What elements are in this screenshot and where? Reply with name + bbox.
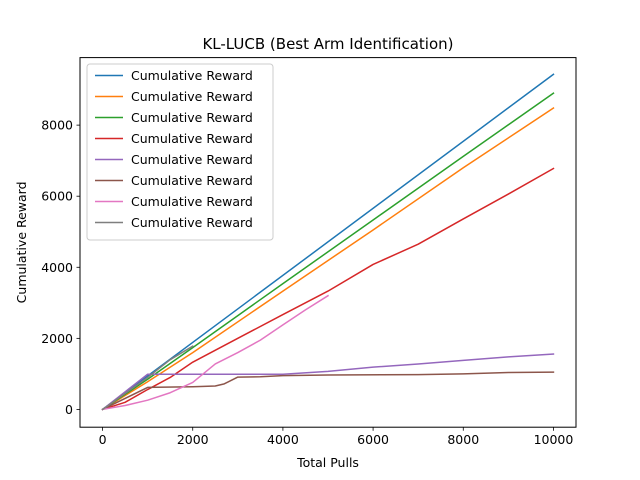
legend-label-8: Cumulative Reward <box>131 215 253 230</box>
y-tick-label: 8000 <box>41 118 73 133</box>
legend-label-7: Cumulative Reward <box>131 194 253 209</box>
y-axis-ticks: 0 2000 4000 6000 8000 <box>41 118 80 417</box>
series-line-1 <box>101 73 555 411</box>
series-lines <box>101 73 555 411</box>
series-line-4 <box>101 167 555 411</box>
legend-label-6: Cumulative Reward <box>131 173 253 188</box>
series-line-7 <box>101 294 330 411</box>
legend-box <box>86 63 274 241</box>
x-tick-label: 8000 <box>447 432 479 447</box>
x-tick-label: 10000 <box>534 432 574 447</box>
legend-label-1: Cumulative Reward <box>131 68 253 83</box>
y-axis-label: Cumulative Reward <box>14 181 29 303</box>
y-tick-label: 0 <box>65 402 73 417</box>
x-tick-label: 0 <box>99 432 107 447</box>
legend-label-5: Cumulative Reward <box>131 152 253 167</box>
series-line-6 <box>101 371 555 411</box>
series-line-5 <box>101 353 555 411</box>
y-tick-label: 2000 <box>41 331 73 346</box>
series-line-8 <box>101 345 194 411</box>
legend-label-4: Cumulative Reward <box>131 131 253 146</box>
series-line-2 <box>101 107 555 411</box>
y-tick-label: 4000 <box>41 260 73 275</box>
x-tick-label: 6000 <box>357 432 389 447</box>
x-tick-label: 2000 <box>177 432 209 447</box>
series-line-3 <box>101 92 555 411</box>
x-tick-label: 4000 <box>267 432 299 447</box>
plot-frame <box>79 57 577 428</box>
y-tick-label: 6000 <box>41 189 73 204</box>
legend-label-2: Cumulative Reward <box>131 89 253 104</box>
x-axis-label: Total Pulls <box>296 455 359 470</box>
x-axis-ticks: 0 2000 4000 6000 8000 10000 <box>99 427 574 447</box>
chart-title: KL-LUCB (Best Arm Identification) <box>202 35 453 53</box>
legend-label-3: Cumulative Reward <box>131 110 253 125</box>
legend: Cumulative Reward Cumulative Reward Cumula… <box>86 63 274 241</box>
